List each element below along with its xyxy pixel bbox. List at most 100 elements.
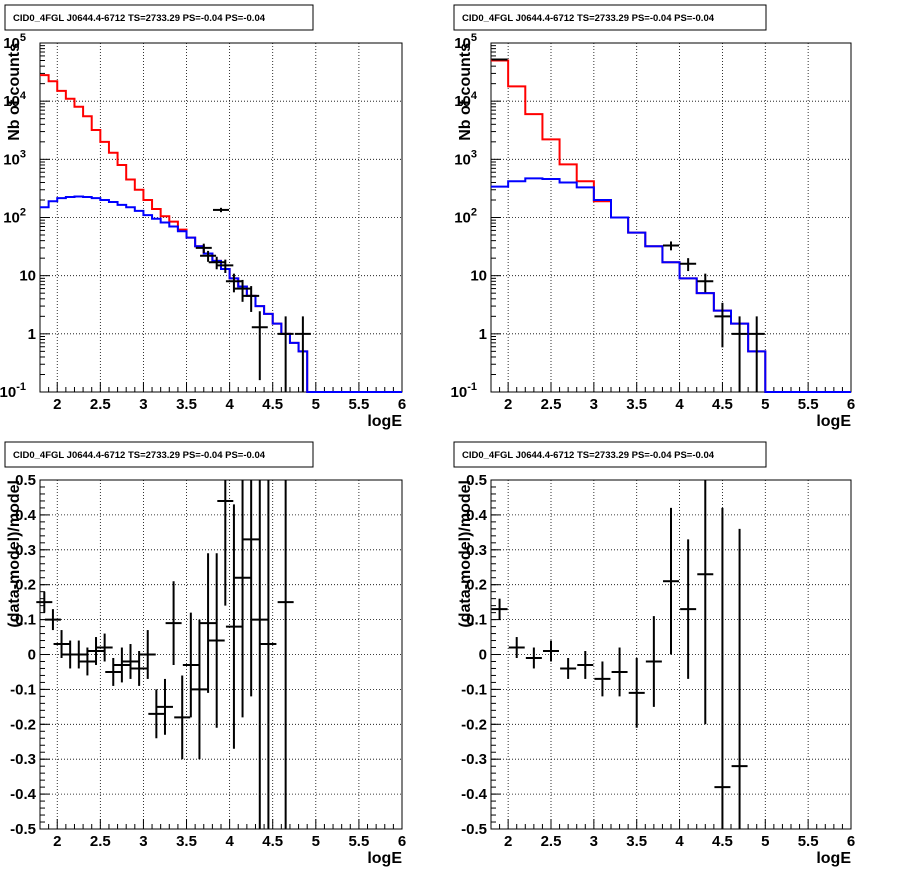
y-tick-label: -0.5 — [461, 821, 487, 838]
x-tick-label: 4 — [225, 396, 234, 413]
data-point — [88, 637, 105, 665]
title-box — [4, 441, 314, 468]
chart-title: CID0_4FGL J0644.4-6712 TS=2733.29 PS=-0.… — [13, 450, 266, 461]
chart-panel-2: CID0_4FGL J0644.4-6712 TS=2733.29 PS=-0.… — [451, 4, 855, 430]
data-point — [543, 640, 559, 662]
data-point — [156, 678, 173, 735]
y-tick-label: 1 — [479, 326, 487, 343]
y-tick-label: 0.3 — [466, 542, 487, 559]
data-point — [200, 553, 217, 693]
y-tick-label: 105 — [3, 32, 26, 52]
y-tick-label: 0 — [479, 647, 487, 664]
y-tick-label: 10-1 — [451, 381, 477, 401]
x-tick-label: 4.5 — [712, 396, 733, 413]
data-point — [139, 630, 156, 679]
y-tick-label: 102 — [454, 207, 477, 227]
x-tick-label: 6 — [847, 833, 855, 850]
data-point — [697, 273, 714, 293]
data-point — [714, 302, 731, 348]
data-point — [697, 480, 714, 725]
data-point — [113, 647, 130, 683]
x-tick-label: 5 — [312, 396, 320, 413]
data-point — [70, 640, 87, 669]
data-point — [731, 528, 748, 829]
y-tick-label: -0.5 — [10, 821, 36, 838]
data-point — [294, 316, 311, 392]
data-point — [131, 651, 148, 686]
data-point — [165, 581, 182, 665]
x-tick-label: 5.5 — [798, 833, 819, 850]
x-tick-label: 5.5 — [348, 833, 369, 850]
data-point — [594, 661, 611, 697]
x-tick-label: 4 — [675, 396, 684, 413]
data-point — [663, 507, 679, 655]
data-point — [225, 273, 242, 293]
data-point — [748, 316, 765, 392]
data-point — [208, 256, 225, 270]
x-tick-label: 3.5 — [626, 396, 647, 413]
chart-title: CID0_4FGL J0644.4-6712 TS=2733.29 PS=-0.… — [462, 450, 715, 461]
y-tick-label: 0.5 — [466, 472, 487, 489]
data-point — [508, 637, 525, 658]
series-2-histogram — [491, 177, 851, 393]
data-point — [611, 647, 628, 697]
x-tick-label: 5 — [761, 396, 769, 413]
chart-panel-1: CID0_4FGL J0644.4-6712 TS=2733.29 PS=-0.… — [0, 4, 406, 430]
data-point — [53, 630, 70, 658]
data-point — [79, 647, 96, 676]
chart-panel-4: CID0_4FGL J0644.4-6712 TS=2733.29 PS=-0.… — [453, 441, 855, 867]
y-tick-label: 104 — [3, 90, 27, 110]
data-point — [560, 657, 577, 679]
data-point — [96, 633, 113, 662]
data-point — [213, 207, 229, 213]
y-axis-title: (data-model)/model — [6, 480, 23, 628]
x-tick-label: 5.5 — [798, 396, 819, 413]
data-point — [148, 689, 165, 739]
data-point — [217, 480, 234, 606]
data-point — [182, 612, 199, 718]
x-tick-label: 2.5 — [90, 396, 111, 413]
data-point — [628, 657, 645, 728]
y-axis-title: Nb of counts — [457, 43, 474, 141]
data-point — [105, 657, 122, 686]
data-point — [251, 311, 268, 381]
x-tick-label: 5 — [312, 833, 320, 850]
x-tick-label: 5.5 — [348, 396, 369, 413]
x-tick-label: 2.5 — [541, 396, 562, 413]
x-tick-label: 3 — [139, 396, 147, 413]
data-point — [234, 480, 251, 718]
data-point — [234, 279, 251, 302]
data-point — [525, 647, 542, 669]
x-tick-label: 4.5 — [262, 396, 283, 413]
title-box — [4, 4, 314, 31]
data-point — [251, 480, 268, 829]
title-box — [453, 441, 767, 468]
data-point — [225, 504, 242, 749]
data-point — [174, 675, 191, 760]
x-tick-label: 2 — [53, 396, 61, 413]
data-point — [200, 250, 217, 262]
y-tick-label: 0.1 — [466, 612, 487, 629]
y-tick-label: -0.4 — [461, 786, 488, 803]
y-axis-title: (data-model)/model — [457, 480, 474, 628]
y-tick-label: 0.5 — [15, 472, 36, 489]
x-tick-label: 3 — [590, 833, 598, 850]
data-point — [260, 480, 277, 829]
x-tick-label: 2.5 — [90, 833, 111, 850]
y-tick-label: 103 — [3, 148, 26, 168]
data-point — [122, 644, 139, 679]
x-axis-title: logE — [367, 413, 402, 430]
data-point — [680, 258, 697, 272]
y-tick-label: 105 — [454, 32, 477, 52]
data-point — [491, 598, 508, 620]
x-axis-title: logE — [367, 850, 402, 867]
x-tick-label: 3.5 — [176, 833, 197, 850]
data-point — [663, 241, 679, 251]
data-point — [645, 616, 662, 707]
x-tick-label: 4.5 — [262, 833, 283, 850]
data-point — [243, 286, 260, 312]
data-point — [44, 609, 61, 631]
data-point — [195, 243, 212, 254]
y-tick-label: 0.4 — [466, 507, 488, 524]
